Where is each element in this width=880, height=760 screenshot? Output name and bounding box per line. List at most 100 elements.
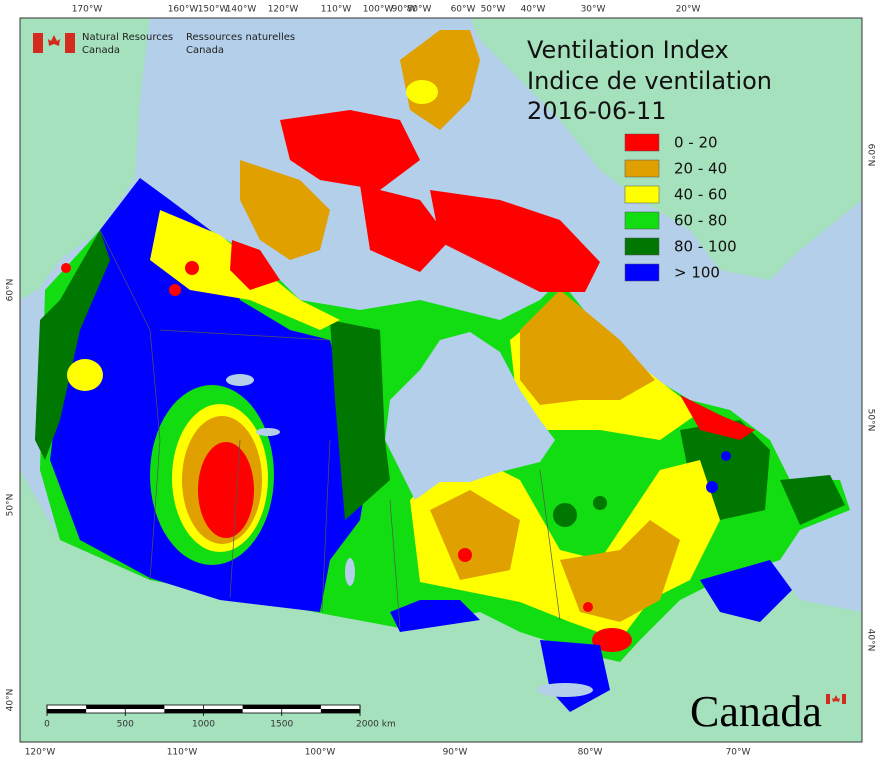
flag-bar (842, 694, 846, 704)
flag-bar (65, 33, 75, 53)
region-0-20 (185, 261, 199, 275)
region-80-100 (553, 503, 577, 527)
latitude-label: 40°N (866, 629, 876, 652)
scale-bar-segment (320, 709, 360, 713)
boundary (99, 229, 161, 581)
longitude-label: 60°W (451, 5, 476, 15)
legend-swatch (624, 263, 660, 282)
scale-bar-segment (203, 709, 243, 713)
longitude-label: 30°W (581, 5, 606, 15)
region-0-20 (360, 185, 450, 272)
region-0-20 (592, 628, 632, 652)
scale-bar-segment (86, 705, 126, 709)
legend-label: 80 - 100 (674, 238, 737, 256)
longitude-label: 150°W (198, 5, 229, 15)
latitude-label: 40°N (6, 689, 16, 712)
region-20-40 (560, 520, 680, 622)
legend-label: > 100 (674, 264, 720, 282)
region-0-20 (198, 442, 254, 538)
latitude-label: 50°N (6, 494, 16, 517)
legend-label: 0 - 20 (674, 134, 718, 152)
longitude-label: 170°W (72, 5, 103, 15)
longitude-label: 100°W (305, 748, 336, 758)
legend-swatch (624, 211, 660, 230)
scale-bar-segment (47, 709, 87, 713)
title: 2016-06-11 (527, 97, 666, 125)
lake (226, 374, 254, 386)
region-80-100 (780, 475, 845, 525)
legend-label: 20 - 40 (674, 160, 727, 178)
united-states (20, 470, 862, 742)
logo-text: Canada (82, 45, 120, 56)
region-over-100 (390, 600, 480, 632)
scale-label: 2000 km (356, 720, 396, 730)
longitude-label: 140°W (226, 5, 257, 15)
longitude-label: 40°W (521, 5, 546, 15)
legend-swatch (624, 237, 660, 256)
region-20-40 (430, 490, 520, 580)
title: Ventilation Index (527, 36, 729, 64)
region-80-100 (35, 230, 110, 460)
longitude-label: 20°W (676, 5, 701, 15)
wordmark: Canada (690, 687, 822, 736)
longitude-label: 50°W (481, 5, 506, 15)
scale-label: 1500 (270, 720, 293, 730)
region-20-40 (520, 290, 655, 405)
region-0-20 (61, 263, 71, 273)
scale-label: 1000 (192, 720, 215, 730)
flag-bar (33, 33, 43, 53)
region-0-20 (458, 548, 472, 562)
region-0-20 (680, 395, 755, 440)
scale-bar-segment (281, 705, 321, 709)
region-over-100 (721, 451, 731, 461)
longitude-label: 70°W (726, 748, 751, 758)
region-0-20 (583, 602, 593, 612)
region-80-100 (593, 496, 607, 510)
hudson-bay (385, 332, 555, 500)
boundary (159, 329, 331, 341)
legend-swatch (624, 159, 660, 178)
region-0-20 (280, 110, 420, 190)
boundary (229, 439, 241, 599)
lake (345, 558, 355, 586)
lake (537, 683, 593, 697)
logo-text: Ressources naturelles (186, 32, 295, 43)
region-over-100 (700, 560, 792, 622)
lake (256, 428, 280, 436)
longitude-label: 110°W (321, 5, 352, 15)
logo-text: Natural Resources (82, 32, 173, 43)
latitude-label: 50°N (866, 409, 876, 432)
region-20-40 (400, 30, 480, 130)
region-40-60 (67, 359, 103, 391)
region-20-40 (240, 160, 330, 260)
region-40-60 (406, 80, 438, 104)
scale-bar-segment (164, 709, 204, 713)
legend-swatch (624, 133, 660, 152)
longitude-label: 120°W (25, 748, 56, 758)
scale-bar-segment (242, 705, 282, 709)
longitude-label: 120°W (268, 5, 299, 15)
longitude-label: 90°W (443, 748, 468, 758)
flag-bar (826, 694, 830, 704)
longitude-label: 100°W (363, 5, 394, 15)
logo-text: Canada (186, 45, 224, 56)
title: Indice de ventilation (527, 67, 772, 95)
flag-leaf (832, 695, 840, 702)
boundary (321, 439, 331, 613)
scale-label: 500 (117, 720, 134, 730)
alaska (20, 18, 150, 300)
flag-leaf (48, 35, 60, 46)
region-over-100 (706, 481, 718, 493)
scale-label: 0 (44, 720, 50, 730)
longitude-label: 110°W (167, 748, 198, 758)
longitude-label: 80°W (578, 748, 603, 758)
legend-label: 60 - 80 (674, 212, 727, 230)
boundary (539, 469, 561, 621)
legend-swatch (624, 185, 660, 204)
legend-label: 40 - 60 (674, 186, 727, 204)
region-0-20 (430, 190, 600, 292)
scale-bar-segment (125, 705, 165, 709)
longitude-label: 90°W (392, 5, 417, 15)
